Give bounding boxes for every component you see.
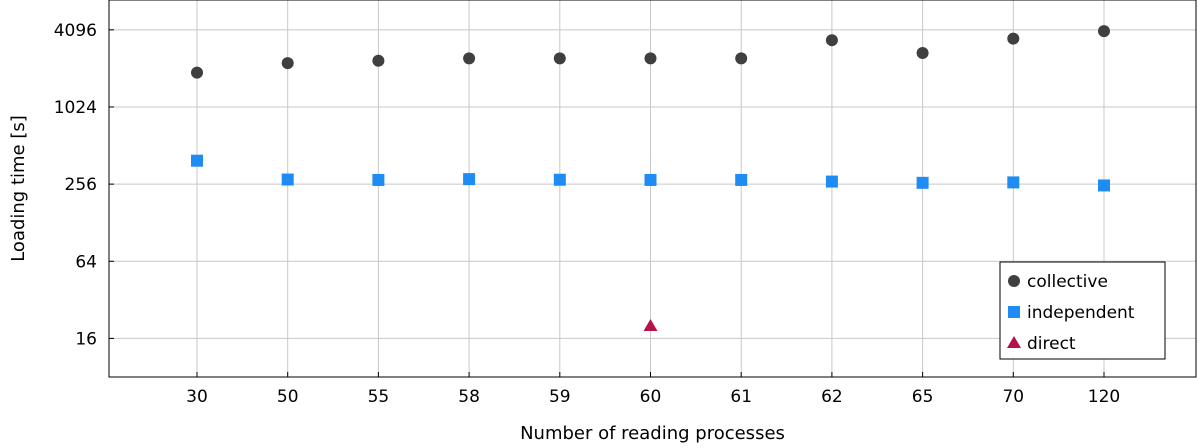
x-tick-label: 30	[186, 387, 208, 407]
legend-box	[999, 261, 1166, 360]
independent-point	[735, 173, 748, 186]
independent-point	[644, 173, 657, 186]
collective-point	[191, 66, 203, 79]
y-axis-label: Loading time [s]	[8, 115, 29, 262]
legend-marker-collective	[1008, 275, 1020, 287]
y-tick-label: 64	[75, 252, 97, 272]
independent-point	[463, 173, 476, 186]
collective-point	[281, 57, 294, 70]
collective-point	[463, 52, 476, 65]
independent-point	[825, 175, 838, 188]
x-axis-label: Number of reading processes	[520, 423, 785, 444]
independent-point	[916, 176, 929, 189]
y-tick-label: 16	[75, 329, 97, 349]
y-axis-ticks: 16 64 256 1024 4096	[54, 21, 114, 349]
legend-label: collective	[1027, 272, 1108, 292]
x-tick-label: 65	[912, 387, 934, 407]
x-tick-label: 50	[277, 387, 299, 407]
x-tick-label: 55	[368, 387, 390, 407]
data-marks	[191, 25, 1110, 332]
y-tick-label: 4096	[54, 21, 97, 41]
legend-marker-independent	[1008, 306, 1020, 318]
x-axis-ticks: 30 50 55 58 59 60 61 62 65 70 120	[186, 372, 1120, 407]
collective-point	[825, 34, 838, 47]
legend-marker-direct	[1007, 336, 1021, 348]
y-tick-label: 1024	[54, 98, 97, 118]
x-tick-label: 60	[640, 387, 662, 407]
independent-point	[372, 173, 385, 186]
independent-point	[281, 173, 294, 186]
collective-point	[553, 52, 566, 65]
independent-point	[553, 173, 566, 186]
collective-point	[1098, 25, 1110, 38]
collective-point	[735, 52, 748, 65]
x-tick-label: 62	[821, 387, 843, 407]
x-tick-label: 58	[458, 387, 480, 407]
x-tick-label: 70	[1002, 387, 1024, 407]
collective-point	[1007, 32, 1020, 45]
legend-label: direct	[1027, 334, 1076, 354]
independent-point	[191, 154, 203, 167]
x-tick-label: 120	[1088, 387, 1120, 407]
x-tick-label: 59	[549, 387, 571, 407]
direct-point	[643, 319, 658, 332]
collective-point	[644, 52, 657, 65]
independent-point	[1098, 179, 1110, 192]
y-tick-label: 256	[65, 175, 97, 195]
plot-frame	[108, 0, 1197, 378]
collective-point	[372, 54, 385, 67]
legend: collective independent direct	[999, 261, 1166, 360]
collective-point	[916, 47, 929, 60]
x-tick-label: 61	[730, 387, 752, 407]
independent-point	[1007, 176, 1020, 189]
legend-label: independent	[1027, 303, 1135, 323]
